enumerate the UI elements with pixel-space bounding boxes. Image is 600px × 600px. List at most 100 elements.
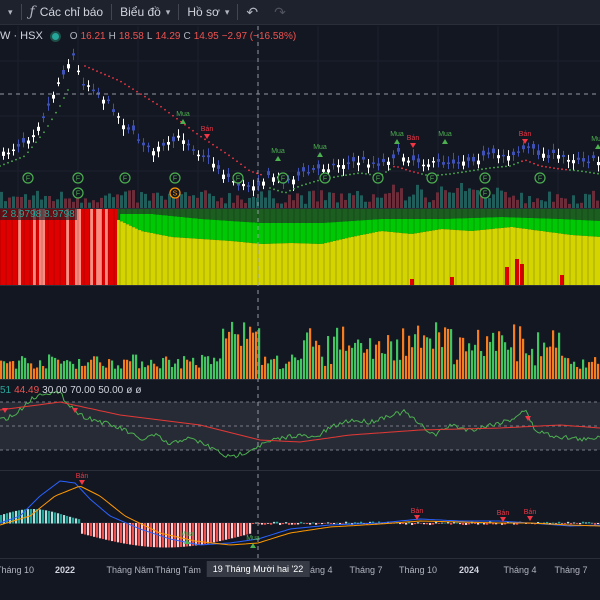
- macd-histogram-bar: [369, 521, 372, 524]
- stop-dot: [204, 138, 206, 141]
- stop-dot: [317, 179, 319, 182]
- yellow-zone-bar: [432, 230, 435, 285]
- yellow-zone-bar: [288, 243, 291, 285]
- stop-dot: [445, 173, 447, 176]
- candle-body: [227, 173, 230, 178]
- yellow-zone-bar: [342, 238, 345, 285]
- volume-overlay-bar: [348, 193, 351, 208]
- macd-histogram-bar: [6, 513, 9, 524]
- macd-histogram-bar: [147, 523, 150, 547]
- volume-bar: [267, 363, 270, 379]
- pane-separator[interactable]: [0, 285, 600, 286]
- volume-overlay-bar: [288, 194, 291, 208]
- macd-histogram-bar: [339, 523, 342, 525]
- dark-zone-bar: [540, 209, 543, 219]
- pane-separator[interactable]: [0, 379, 600, 380]
- pane-separator[interactable]: [0, 208, 600, 209]
- candle-body: [317, 164, 320, 169]
- macd-histogram-bar: [513, 523, 516, 525]
- indicators-button[interactable]: ƒ Các chỉ báo: [22, 0, 112, 25]
- dark-zone-bar: [456, 209, 459, 219]
- green-zone-bar: [576, 219, 579, 236]
- stop-dot: [11, 160, 13, 163]
- yellow-zone-bar: [480, 230, 483, 285]
- f-marker-label: F: [76, 191, 80, 198]
- volume-pane[interactable]: [0, 286, 600, 379]
- green-zone-bar: [594, 220, 597, 237]
- rsi-pane[interactable]: 51 44.49 30.00 70.00 50.00 ø ø: [0, 380, 600, 470]
- macd-histogram-bar: [270, 523, 273, 525]
- candle-body: [207, 155, 210, 158]
- volume-overlay-bar: [420, 189, 423, 208]
- green-zone-bar: [426, 219, 429, 232]
- volume-bar: [75, 368, 78, 379]
- red-zone-bar: [51, 209, 54, 285]
- volume-bar: [270, 359, 273, 379]
- stop-dot: [100, 71, 102, 74]
- macd-histogram-bar: [138, 523, 141, 546]
- candle-body: [312, 168, 315, 170]
- green-zone-bar: [411, 219, 414, 234]
- macd-pane[interactable]: Bán Mua Mua Bán Bán Bán: [0, 471, 600, 558]
- candle-body: [2, 151, 5, 156]
- volume-bar: [489, 341, 492, 379]
- sell-signal-label: Bán: [411, 508, 424, 515]
- green-zone-bar: [561, 219, 564, 234]
- candle-body: [57, 82, 60, 84]
- candle-body: [572, 160, 575, 164]
- green-zone-bar: [129, 214, 132, 226]
- candle-body: [582, 158, 585, 162]
- dark-zone-bar: [537, 209, 540, 219]
- candle-body: [542, 153, 545, 158]
- candle-body: [562, 154, 565, 157]
- macd-histogram-bar: [468, 523, 471, 525]
- macd-histogram-bar: [453, 521, 456, 524]
- volume-bar: [399, 359, 402, 379]
- chart-type-button[interactable]: Biểu đồ ▾: [112, 0, 178, 25]
- macd-histogram-bar: [117, 523, 120, 543]
- f-marker-icon: [119, 172, 131, 184]
- green-zone-bar: [243, 221, 246, 243]
- stop-dot: [477, 168, 479, 171]
- macd-histogram-bar: [543, 522, 546, 524]
- volume-overlay-bar: [460, 182, 463, 208]
- volume-overlay-bar: [424, 197, 427, 208]
- dark-zone-bar: [288, 209, 291, 223]
- pane-separator[interactable]: [0, 470, 600, 471]
- stop-dot: [128, 85, 130, 88]
- volume-overlay-bar: [412, 194, 415, 208]
- green-zone-bar: [207, 219, 210, 240]
- stop-dot: [349, 173, 351, 176]
- volume-bar: [396, 339, 399, 379]
- macd-histogram-bar: [111, 523, 114, 542]
- yellow-zone-bar: [537, 230, 540, 285]
- green-zone-bar: [534, 218, 537, 231]
- volume-bar: [552, 330, 555, 379]
- volume-bar: [114, 368, 117, 379]
- profile-button[interactable]: Hồ sơ ▾: [179, 0, 237, 25]
- candle-body: [372, 162, 375, 164]
- sell-arrow-icon: [525, 416, 531, 421]
- dark-zone-bar: [366, 209, 369, 220]
- collapse-button[interactable]: ▾: [0, 0, 21, 25]
- zone-indicator-pane[interactable]: 2 8.9798 8.9798: [0, 209, 600, 285]
- candle-body: [172, 136, 175, 142]
- undo-button[interactable]: ↶: [238, 0, 266, 25]
- red-zone-bar: [84, 209, 87, 285]
- macd-histogram-bar: [576, 523, 579, 524]
- stop-dot: [337, 175, 339, 178]
- redo-button[interactable]: ↷: [266, 0, 294, 25]
- yellow-zone-bar: [546, 231, 549, 285]
- green-zone-bar: [573, 219, 576, 236]
- volume-overlay-bar: [448, 192, 451, 208]
- dark-zone-bar: [459, 209, 462, 219]
- toolbar-divider: [20, 4, 22, 20]
- volume-overlay-bar: [396, 192, 399, 208]
- f-marker-label: F: [123, 176, 127, 183]
- macd-histogram-bar: [306, 523, 309, 524]
- macd-histogram-bar: [210, 523, 213, 543]
- green-zone-bar: [204, 219, 207, 240]
- yellow-zone-bar: [513, 227, 516, 285]
- price-pane[interactable]: MuaBánMuaMuaMuaBánMuaBánMuaFFFFFSFFFFFFF…: [0, 26, 600, 208]
